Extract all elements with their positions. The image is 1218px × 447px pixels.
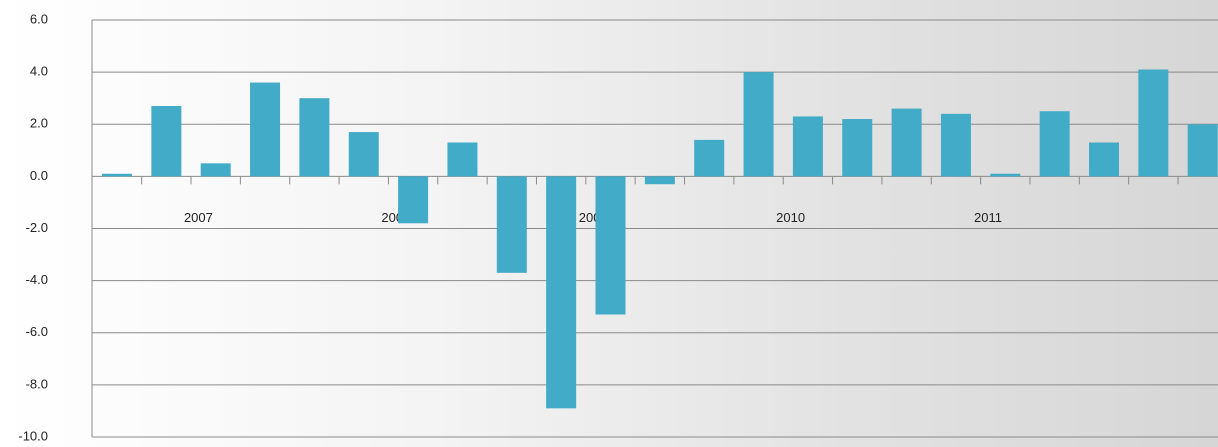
bar	[1089, 142, 1119, 177]
bar	[546, 176, 577, 409]
bar	[1039, 111, 1070, 177]
y-tick-label: -6.0	[26, 324, 48, 339]
bar	[1138, 69, 1169, 177]
bar	[842, 119, 873, 177]
y-tick-label: -10.0	[18, 428, 48, 443]
bar	[200, 163, 231, 177]
y-tick-label: -2.0	[26, 220, 48, 235]
bar	[348, 132, 379, 177]
bar	[398, 176, 429, 224]
bar	[644, 176, 675, 185]
bar	[250, 82, 281, 177]
bar	[1187, 124, 1218, 177]
x-tick-label: 2010	[776, 210, 805, 225]
y-tick-label: 6.0	[30, 11, 48, 26]
bar	[743, 72, 774, 177]
bar	[102, 173, 132, 177]
bar	[792, 116, 823, 177]
bar	[940, 113, 971, 177]
bar	[694, 139, 725, 177]
y-tick-label: 2.0	[30, 116, 48, 131]
bar	[891, 108, 922, 177]
y-tick-label: 0.0	[30, 168, 48, 183]
bar	[151, 106, 182, 177]
bar	[595, 176, 626, 315]
bar	[447, 142, 478, 177]
bar	[496, 176, 527, 273]
y-tick-label: -8.0	[26, 376, 48, 391]
x-tick-label: 2007	[184, 210, 213, 225]
y-tick-label: -4.0	[26, 272, 48, 287]
bar	[299, 98, 330, 177]
x-tick-label: 2011	[974, 210, 1002, 225]
y-tick-label: 4.0	[30, 64, 48, 79]
bar	[990, 173, 1021, 177]
